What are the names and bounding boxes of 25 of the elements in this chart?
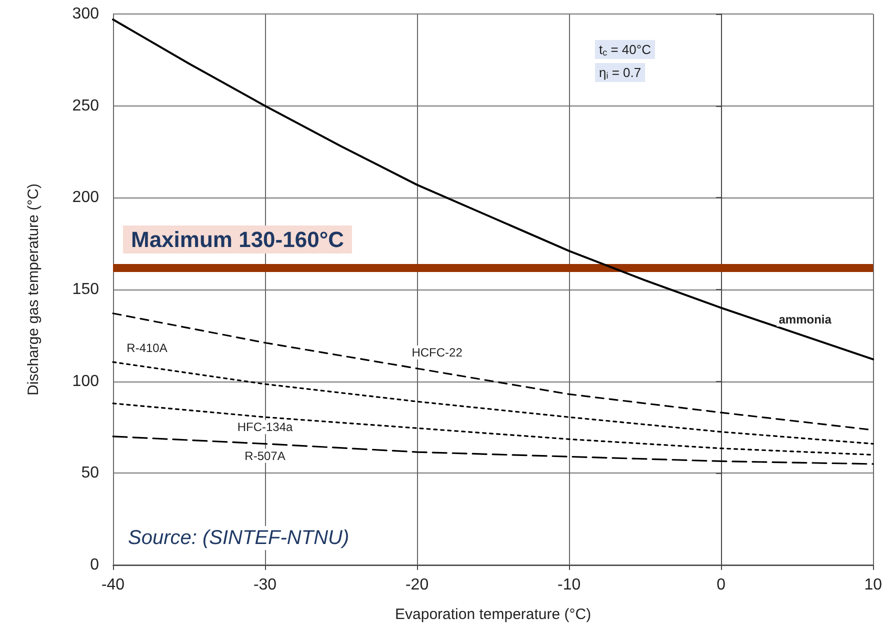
x-tick-label: -20 xyxy=(405,576,429,594)
annotation: Source: (SINTEF-NTNU) xyxy=(128,527,350,549)
y-tick-label: 150 xyxy=(72,281,100,298)
x-tick-label: -40 xyxy=(101,576,125,594)
series-label: R-410A xyxy=(126,341,168,356)
y-tick-label: 0 xyxy=(90,556,100,574)
x-tick-label: 0 xyxy=(716,576,726,594)
series-label: HCFC-22 xyxy=(412,345,463,360)
y-axis-title: Discharge gas temperature (°C) xyxy=(25,184,42,396)
line-series xyxy=(112,18,874,360)
x-tick-label: -30 xyxy=(253,576,277,594)
y-tick-label: 300 xyxy=(72,6,100,22)
y-tick-label: 100 xyxy=(72,372,100,390)
series-label: HFC-134a xyxy=(237,420,294,434)
y-tick-label: 50 xyxy=(81,464,100,482)
x-tick-label: -10 xyxy=(558,576,581,594)
y-tick-label: 200 xyxy=(72,189,100,206)
ref-line-label: Maximum 130-160°C xyxy=(131,226,344,252)
series-label: ammonia xyxy=(778,312,832,327)
x-tick-label: 10 xyxy=(864,576,882,594)
x-axis-title: Evaporation temperature (°C) xyxy=(395,606,592,623)
y-tick-label: 250 xyxy=(72,97,100,114)
series-label: R-507A xyxy=(244,448,286,463)
line-series xyxy=(112,436,874,465)
line-series xyxy=(112,361,874,445)
